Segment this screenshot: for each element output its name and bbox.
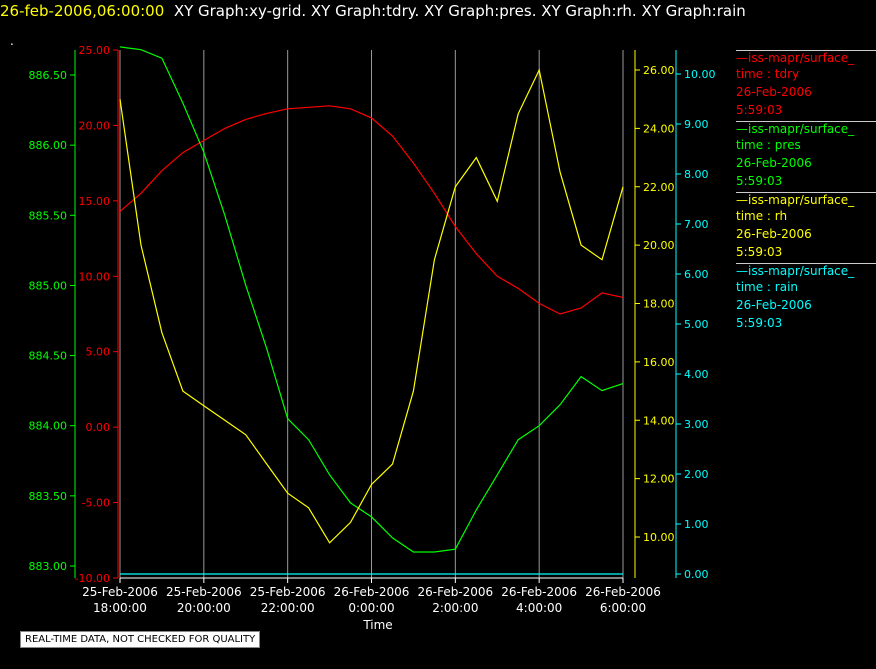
- y-tick-label-tdry: 20.00: [79, 119, 111, 132]
- x-tick-label-time: 2:00:00: [432, 601, 478, 615]
- y-tick-label-rain: 1.00: [684, 518, 709, 531]
- title-graph-list: XY Graph:xy-grid. XY Graph:tdry. XY Grap…: [173, 2, 746, 20]
- y-tick-label-tdry: 5.00: [86, 346, 111, 359]
- y-tick-label-rh: 20.00: [643, 239, 675, 252]
- legend-variable: time : rain: [736, 280, 799, 294]
- y-tick-label-pres: 884.00: [29, 420, 68, 433]
- quality-disclaimer: REAL-TIME DATA, NOT CHECKED FOR QUALITY: [20, 631, 261, 648]
- y-tick-label-tdry: -10.00: [75, 572, 110, 585]
- y-tick-label-pres: 885.50: [29, 209, 68, 222]
- legend-entry: —iss-mapr/surface_ time : pres 26-Feb-20…: [736, 121, 876, 192]
- x-tick-label-time: 4:00:00: [516, 601, 562, 615]
- y-tick-label-rh: 18.00: [643, 298, 675, 311]
- legend-variable: time : pres: [736, 138, 801, 152]
- y-tick-label-rh: 26.00: [643, 64, 675, 77]
- y-tick-label-pres: 883.50: [29, 490, 68, 503]
- legend-time: 5:59:03: [736, 316, 783, 330]
- y-tick-label-pres: 886.50: [29, 69, 68, 82]
- x-tick-label-date: 25-Feb-2006: [82, 585, 158, 599]
- x-tick-label-date: 26-Feb-2006: [334, 585, 410, 599]
- x-tick-label-time: 6:00:00: [600, 601, 646, 615]
- y-tick-label-rain: 7.00: [684, 218, 709, 231]
- legend-series-name: —iss-mapr/surface_: [736, 263, 876, 278]
- y-tick-label-rh: 14.00: [643, 414, 675, 427]
- y-tick-label-pres: 886.00: [29, 139, 68, 152]
- xy-chart: 25-Feb-2006 18:00:00 25-Feb-2006 20:00:00 25…: [29, 44, 716, 632]
- x-tick-label-time: 18:00:00: [93, 601, 147, 615]
- x-tick-label-time: 0:00:00: [348, 601, 394, 615]
- legend-variable: time : rh: [736, 209, 788, 223]
- y-tick-label-rh: 10.00: [643, 531, 675, 544]
- y-tick-label-pres: 884.50: [29, 350, 68, 363]
- legend-entry: —iss-mapr/surface_ time : rh 26-Feb-2006…: [736, 192, 876, 263]
- y-tick-label-rain: 6.00: [684, 268, 709, 281]
- x-axis-label: Time: [362, 618, 392, 632]
- y-tick-label-tdry: 15.00: [79, 195, 111, 208]
- y-tick-label-rain: 9.00: [684, 118, 709, 131]
- x-tick-label-date: 26-Feb-2006: [417, 585, 493, 599]
- legend-time: 5:59:03: [736, 245, 783, 259]
- legend-entry: —iss-mapr/surface_ time : rain 26-Feb-20…: [736, 263, 876, 334]
- y-tick-label-rain: 10.00: [684, 68, 716, 81]
- x-tick-label-time: 22:00:00: [261, 601, 315, 615]
- series-line-pres: [119, 46, 624, 553]
- page-title: 26-feb-2006,06:00:00 XY Graph:xy-grid. X…: [0, 2, 746, 20]
- y-tick-label-rh: 12.00: [643, 473, 675, 486]
- series-line-tdry: [119, 105, 624, 315]
- title-dot: .: [10, 34, 14, 48]
- y-tick-label-tdry: -5.00: [82, 497, 110, 510]
- y-tick-label-pres: 885.00: [29, 279, 68, 292]
- y-tick-label-rain: 4.00: [684, 368, 709, 381]
- legend-series-name: —iss-mapr/surface_: [736, 121, 876, 136]
- y-tick-label-rh: 16.00: [643, 356, 675, 369]
- series-line-rh: [119, 68, 624, 544]
- y-tick-label-tdry: 0.00: [86, 421, 111, 434]
- x-tick-label-date: 26-Feb-2006: [501, 585, 577, 599]
- y-tick-label-rain: 5.00: [684, 318, 709, 331]
- y-tick-label-rain: 3.00: [684, 418, 709, 431]
- legend-series-name: —iss-mapr/surface_: [736, 192, 876, 207]
- legend-date: 26-Feb-2006: [736, 227, 812, 241]
- legend-series-name: —iss-mapr/surface_: [736, 50, 876, 65]
- y-tick-label-rh: 22.00: [643, 181, 675, 194]
- legend-date: 26-Feb-2006: [736, 156, 812, 170]
- y-tick-label-rh: 24.00: [643, 122, 675, 135]
- legend-time: 5:59:03: [736, 103, 783, 117]
- y-tick-label-pres: 883.00: [29, 560, 68, 573]
- legend-entry: —iss-mapr/surface_ time : tdry 26-Feb-20…: [736, 50, 876, 121]
- y-tick-label-rain: 0.00: [684, 568, 709, 581]
- y-tick-label-tdry: 25.00: [79, 44, 111, 57]
- x-tick-label-date: 25-Feb-2006: [250, 585, 326, 599]
- legend-date: 26-Feb-2006: [736, 298, 812, 312]
- x-tick-label-time: 20:00:00: [177, 601, 231, 615]
- y-tick-label-tdry: 10.00: [79, 270, 111, 283]
- x-tick-label-date: 25-Feb-2006: [166, 585, 242, 599]
- title-datetime: 26-feb-2006,06:00:00: [0, 2, 165, 20]
- x-tick-label-date: 26-Feb-2006: [585, 585, 661, 599]
- legend-time: 5:59:03: [736, 174, 783, 188]
- y-tick-label-rain: 2.00: [684, 468, 709, 481]
- y-tick-label-rain: 8.00: [684, 168, 709, 181]
- legend: —iss-mapr/surface_ time : tdry 26-Feb-20…: [736, 50, 876, 334]
- legend-variable: time : tdry: [736, 67, 800, 81]
- legend-date: 26-Feb-2006: [736, 85, 812, 99]
